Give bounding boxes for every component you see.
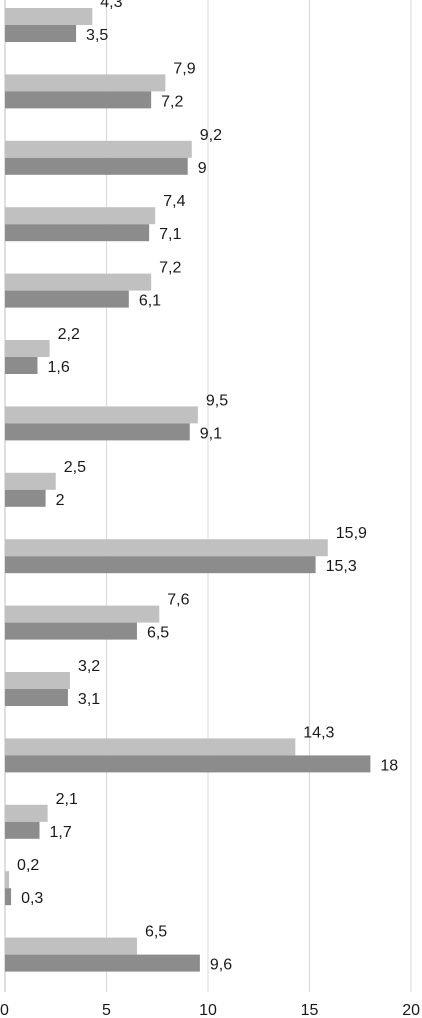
bar-s2-4: [5, 224, 150, 242]
data-label-s1-3: 9,2: [200, 127, 222, 144]
data-label-s2-10: 6,5: [147, 625, 169, 642]
data-label-s1-8: 2,5: [64, 459, 86, 476]
data-label-s2-12: 18: [380, 757, 398, 774]
x-axis: 0 5 10 15 20: [0, 1002, 420, 1018]
data-label-s2-8: 2: [56, 492, 65, 509]
bar-s1-15: [5, 937, 137, 955]
data-labels: 4,3 7,9 9,2 7,4 7,2 2,2 9,5 2,5 15,9 7,6 3,2 14,3 2,…: [17, 0, 398, 974]
bar-s1-13: [5, 804, 48, 822]
bar-s2-1: [5, 25, 77, 42]
bar-s2-13: [5, 821, 40, 839]
x-tick-label-5: 5: [102, 1002, 111, 1018]
data-label-s1-7: 9,5: [206, 392, 228, 409]
data-label-s1-2: 7,9: [173, 60, 195, 77]
bar-s1-10: [5, 605, 160, 623]
data-label-s2-2: 7,2: [161, 93, 183, 110]
bar-s1-2: [5, 74, 166, 92]
bar-s2-14: [5, 888, 12, 906]
data-label-s2-3: 9: [198, 160, 207, 177]
bar-s2-5: [5, 290, 129, 308]
data-label-s1-11: 3,2: [78, 658, 100, 675]
data-label-s2-1: 3,5: [86, 27, 108, 44]
data-label-s1-14: 0,2: [17, 857, 39, 874]
data-label-s1-1: 4,3: [100, 0, 122, 11]
bar-s2-8: [5, 489, 46, 507]
bar-s1-11: [5, 672, 70, 689]
bar-s1-4: [5, 207, 156, 225]
data-label-s2-6: 1,6: [47, 359, 69, 376]
data-label-s2-14: 0,3: [21, 890, 43, 907]
bar-s2-12: [5, 755, 371, 773]
x-tick-label-15: 15: [301, 1002, 319, 1018]
bar-s1-7: [5, 406, 198, 424]
data-label-s1-9: 15,9: [336, 525, 367, 542]
data-label-s1-12: 14,3: [303, 724, 334, 741]
data-label-s1-6: 2,2: [58, 326, 80, 343]
x-tick-label-20: 20: [402, 1002, 420, 1018]
data-label-s2-7: 9,1: [200, 425, 222, 442]
bar-s2-7: [5, 423, 190, 441]
data-label-s1-4: 7,4: [163, 193, 185, 210]
bar-s1-9: [5, 539, 328, 557]
bar-s1-8: [5, 472, 56, 490]
bar-s2-6: [5, 357, 38, 374]
data-label-s2-15: 9,6: [210, 957, 232, 974]
bars: [5, 8, 371, 972]
bar-s1-1: [5, 8, 93, 25]
bar-s2-11: [5, 689, 68, 706]
bar-s2-9: [5, 556, 316, 574]
data-label-s1-5: 7,2: [159, 260, 181, 277]
data-label-s2-4: 7,1: [159, 226, 181, 243]
data-label-s2-11: 3,1: [78, 691, 100, 708]
data-label-s1-10: 7,6: [167, 592, 189, 609]
bar-s2-3: [5, 157, 188, 175]
data-label-s1-13: 2,1: [56, 791, 78, 808]
bar-s1-6: [5, 340, 50, 357]
bar-s2-2: [5, 91, 152, 109]
x-tick-label-10: 10: [199, 1002, 217, 1018]
bar-s2-15: [5, 954, 200, 972]
data-label-s2-9: 15,3: [326, 558, 357, 575]
bar-s1-12: [5, 738, 296, 756]
data-label-s2-5: 6,1: [139, 293, 161, 310]
bar-s1-14: [5, 871, 10, 889]
bar-s1-3: [5, 140, 192, 158]
x-tick-label-0: 0: [0, 1002, 9, 1018]
bar-s1-5: [5, 273, 152, 291]
data-label-s1-15: 6,5: [145, 924, 167, 941]
bar-s2-10: [5, 622, 137, 640]
data-label-s2-13: 1,7: [50, 824, 72, 841]
